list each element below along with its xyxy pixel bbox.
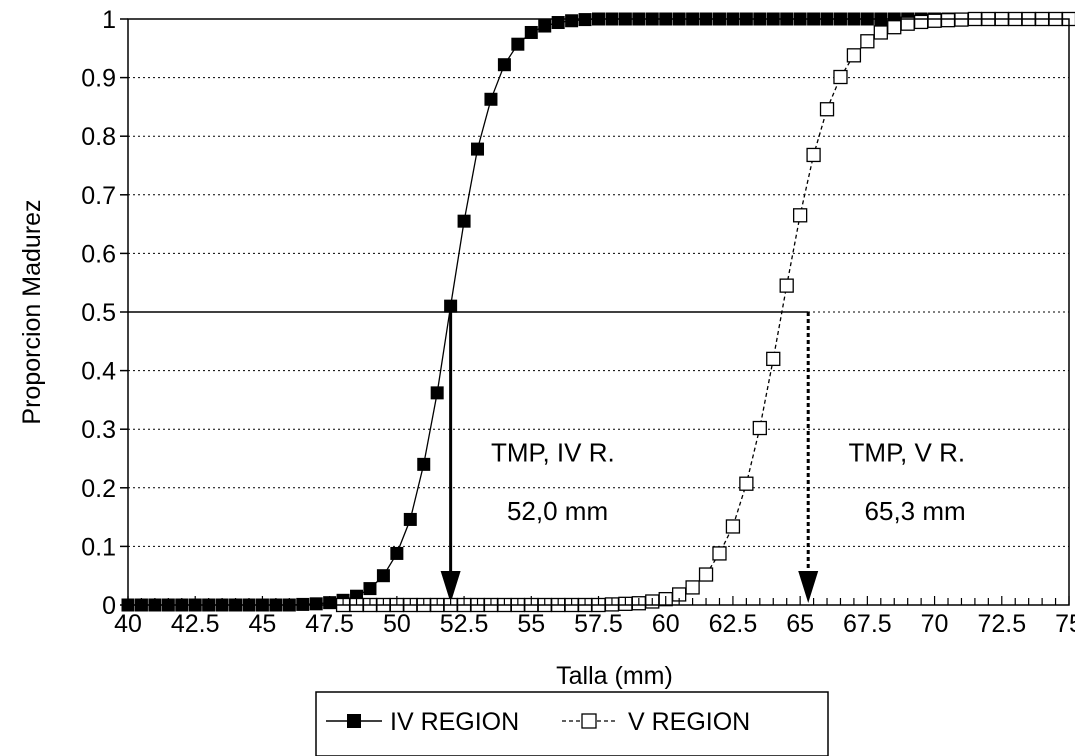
series-1-point-39 xyxy=(860,34,875,49)
x-tick-label-12: 70 xyxy=(921,610,949,638)
series-0-point-25 xyxy=(457,214,471,228)
series-0-point-29 xyxy=(511,37,525,51)
legend-sample-v-region xyxy=(562,713,616,729)
series-1-point-29 xyxy=(725,519,741,534)
series-1-point-35 xyxy=(806,147,821,163)
series-1-point-33 xyxy=(779,278,794,293)
series-0-point-26 xyxy=(471,142,485,156)
x-tick-label-0: 40 xyxy=(114,610,142,638)
series-1-point-27 xyxy=(698,567,714,582)
x-tick-label-2: 45 xyxy=(249,610,277,638)
y-tick-label-3: 0.3 xyxy=(81,416,116,444)
x-tick-label-3: 47.5 xyxy=(305,610,354,638)
series-0-point-22 xyxy=(417,457,431,471)
legend-label-v-region: V REGION xyxy=(628,708,750,736)
x-tick-label-6: 55 xyxy=(517,610,545,638)
series-0-point-28 xyxy=(497,58,511,72)
annotation-v-label: TMP, V R. xyxy=(849,437,966,467)
series-0-point-21 xyxy=(403,512,417,526)
x-tick-label-10: 65 xyxy=(786,610,814,638)
x-tick-label-8: 60 xyxy=(652,610,680,638)
x-tick-label-4: 50 xyxy=(383,610,411,638)
annotation-iv-value: 52,0 mm xyxy=(507,496,608,526)
series-1-point-31 xyxy=(752,420,767,436)
series-0-point-33 xyxy=(565,14,579,28)
legend: IV REGION V REGION xyxy=(315,691,829,756)
y-tick-label-4: 0.4 xyxy=(81,358,116,386)
series-0-point-19 xyxy=(376,569,390,583)
legend-sample-iv-region xyxy=(326,714,382,728)
x-tick-label-9: 62.5 xyxy=(709,610,758,638)
series-1-point-44 xyxy=(927,13,942,28)
series-0-point-23 xyxy=(430,386,444,400)
series-0-point-24 xyxy=(444,299,458,313)
y-tick-label-2: 0.2 xyxy=(81,475,116,503)
x-tick-label-1: 42.5 xyxy=(171,610,220,638)
series-1-point-26 xyxy=(685,580,700,595)
series-1-point-34 xyxy=(792,208,808,223)
y-axis-title: Proporcion Madurez xyxy=(18,199,46,424)
x-axis-ticks: 40 42.5 45 47.5 50 52.5 55 57.5 60 62.5 65 67.5 70 72… xyxy=(114,596,1075,638)
legend-label-iv-region: IV REGION xyxy=(390,708,519,736)
series-1-point-38 xyxy=(846,48,862,63)
x-tick-label-13: 72.5 xyxy=(977,610,1026,638)
y-axis-ticks: 0 0.1 0.2 0.3 0.4 0.5 0.6 0.7 0.8 0.9 1 xyxy=(81,6,128,620)
x-tick-label-11: 67.5 xyxy=(843,610,892,638)
annotation-iv-label: TMP, IV R. xyxy=(491,437,615,467)
series-1-point-41 xyxy=(887,20,902,35)
y-tick-label-7: 0.7 xyxy=(81,182,116,210)
legend-marker-v xyxy=(581,713,597,729)
series-0-point-32 xyxy=(551,16,565,30)
y-tick-label-5: 0.5 xyxy=(81,299,116,327)
y-tick-label-8: 0.8 xyxy=(81,123,116,151)
y-tick-label-9: 0.9 xyxy=(81,65,116,93)
series-0-point-27 xyxy=(484,92,498,106)
series-0-point-20 xyxy=(390,546,404,560)
y-tick-label-10: 1 xyxy=(102,6,116,34)
series-0-point-18 xyxy=(363,582,377,596)
tmp-arrowhead-1 xyxy=(798,571,819,603)
series-1-point-32 xyxy=(766,351,781,367)
series-1-point-43 xyxy=(913,14,929,30)
series-1-point-36 xyxy=(819,102,835,117)
series-0-point-31 xyxy=(538,19,552,33)
y-tick-label-6: 0.6 xyxy=(81,240,116,268)
x-tick-label-14: 75 xyxy=(1055,610,1075,638)
x-axis-title: Talla (mm) xyxy=(556,662,673,690)
series-1-point-30 xyxy=(739,476,754,491)
series-0-point-30 xyxy=(524,25,538,39)
tmp-annotations: TMP, IV R. 52,0 mm TMP, V R. 65,3 mm xyxy=(491,437,966,526)
series-1-point-28 xyxy=(712,546,727,561)
tmp-arrowhead-0 xyxy=(440,571,461,603)
legend-box xyxy=(315,691,829,756)
annotation-v-value: 65,3 mm xyxy=(865,496,966,526)
series-1-point-45 xyxy=(940,13,956,28)
series-1-point-40 xyxy=(873,25,888,40)
x-tick-label-5: 52.5 xyxy=(440,610,489,638)
series-1-point-37 xyxy=(833,69,848,85)
tmp-arrows xyxy=(440,312,819,603)
x-tick-label-7: 57.5 xyxy=(574,610,623,638)
legend-marker-iv xyxy=(347,714,361,728)
y-tick-label-0: 0 xyxy=(102,592,116,620)
y-tick-label-1: 0.1 xyxy=(81,533,116,561)
